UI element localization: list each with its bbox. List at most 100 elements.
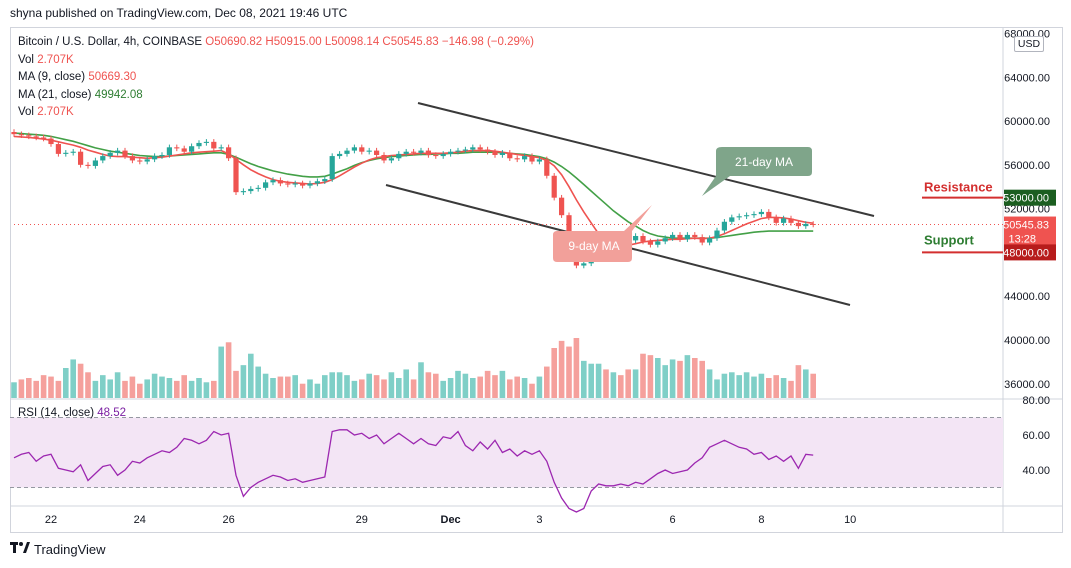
volume-bar	[255, 366, 261, 398]
time-tick-label: 3	[536, 514, 542, 526]
candle-body	[63, 152, 69, 154]
volume-bar	[810, 373, 816, 398]
volume-bar	[440, 380, 446, 398]
volume-bar	[63, 368, 69, 398]
chart-canvas[interactable]: 36000.00 40000.00 44000.00 48000.00 52000.00…	[0, 0, 1071, 540]
rsi-label: RSI (14, close)	[18, 407, 95, 419]
volume-bar	[196, 378, 202, 398]
candle-body	[551, 175, 557, 198]
volume-bar	[788, 380, 794, 398]
volume-bar	[425, 372, 432, 398]
candle-body	[699, 237, 705, 243]
volume-bar	[188, 380, 195, 398]
candle-body	[692, 234, 698, 238]
time-tick-label: 10	[844, 514, 856, 526]
time-tick-label: 22	[45, 514, 57, 526]
candle-body	[462, 149, 468, 151]
candle-body	[418, 150, 424, 153]
candle-body	[758, 211, 764, 215]
volume-bar	[462, 373, 469, 398]
candle-body	[92, 160, 98, 166]
candle-body	[255, 187, 261, 189]
candle-body	[707, 238, 713, 243]
chart-frame[interactable]	[10, 27, 1063, 533]
candle-body	[751, 214, 757, 216]
candle-body	[448, 151, 454, 154]
resistance-label: Resistance	[924, 180, 993, 195]
candle-body	[55, 144, 61, 154]
volume-bar	[758, 373, 765, 398]
candle-body	[662, 238, 668, 242]
candle-body	[507, 152, 513, 159]
candle-body	[152, 156, 158, 160]
volume-bar	[514, 376, 520, 398]
candle-body	[181, 148, 187, 152]
volume-bar	[610, 372, 617, 398]
candle-body	[26, 135, 32, 137]
candle-body	[359, 147, 365, 152]
tradingview-logo-icon	[10, 542, 30, 557]
candle-body	[677, 234, 683, 240]
rsi-legend: RSI (14, close) 48.52	[18, 405, 126, 423]
volume-bar	[632, 369, 639, 398]
volume-bar	[77, 363, 84, 398]
volume-bar	[544, 366, 550, 398]
time-tick-label: 24	[134, 514, 146, 526]
candle-body	[33, 136, 39, 138]
volume-bar	[477, 376, 483, 398]
volume-bar	[484, 370, 491, 398]
volume-bar	[625, 369, 631, 398]
candle-body	[633, 235, 639, 241]
candle-body	[322, 179, 328, 182]
time-tick-label: 26	[222, 514, 234, 526]
chart-legend: Bitcoin / U.S. Dollar, 4h, COINBASE O506…	[18, 34, 534, 122]
volume-bar	[388, 372, 395, 398]
legend-vol-label: Vol	[18, 53, 34, 66]
volume-bar	[662, 365, 668, 398]
legend-ma9-row: MA (9, close) 50669.30	[18, 69, 534, 87]
candle-body	[470, 147, 476, 150]
volume-bar	[551, 348, 557, 398]
candle-body	[581, 263, 587, 266]
legend-ma9-value: 50669.30	[88, 71, 137, 83]
candle-body	[41, 137, 47, 139]
rsi-band	[10, 417, 1003, 488]
volume-bar	[743, 372, 750, 398]
volume-bar	[166, 378, 173, 398]
candle-body	[226, 147, 232, 159]
candle-body	[714, 230, 720, 239]
volume-bar	[669, 359, 676, 398]
volume-bar	[137, 383, 143, 398]
candle-body	[485, 149, 491, 152]
volume-bar	[706, 369, 713, 398]
volume-bar	[203, 382, 210, 398]
candle-body	[366, 150, 372, 152]
currency-button[interactable]: USD	[1014, 36, 1044, 52]
volume-bar	[270, 378, 276, 398]
candle-body	[144, 159, 150, 162]
volume-bar	[507, 379, 513, 398]
candle-body	[477, 147, 483, 150]
candle-body	[48, 138, 54, 145]
ma9-callout-bubble	[553, 205, 652, 262]
volume-bar	[410, 379, 417, 398]
candle-body	[270, 180, 276, 183]
volume-bar	[736, 375, 742, 398]
candle-body	[189, 146, 195, 152]
volume-bar	[344, 375, 350, 398]
candle-body	[455, 150, 461, 152]
volume-bar	[803, 369, 809, 398]
tradingview-brand: TradingView	[34, 542, 106, 557]
volume-bar	[144, 379, 150, 398]
volume-bar	[499, 370, 506, 398]
publish-credit: shyna published on TradingView.com, Dec …	[10, 6, 348, 20]
support-level-badge	[1004, 244, 1056, 261]
candle-body	[85, 164, 91, 166]
volume-bar	[603, 369, 609, 398]
volume-bar	[529, 383, 535, 398]
volume-bar	[107, 379, 113, 398]
volume-bar	[40, 375, 47, 398]
tradingview-footer[interactable]: TradingView	[10, 542, 106, 557]
volume-bar	[396, 378, 402, 398]
upper-trendline	[417, 102, 875, 217]
